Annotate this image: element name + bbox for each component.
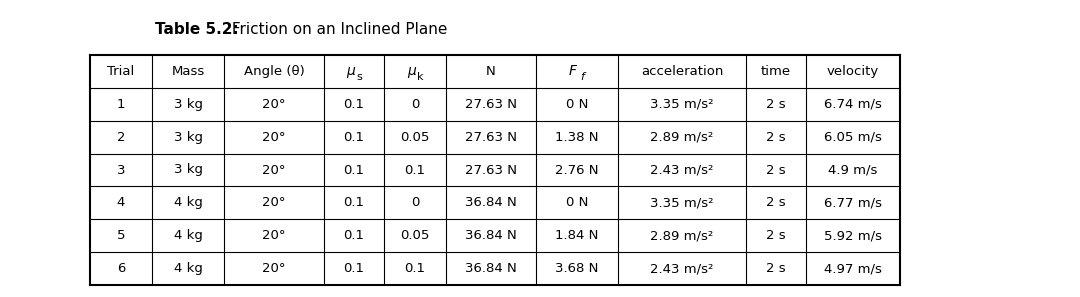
Text: 3.35 m/s²: 3.35 m/s² [650, 196, 714, 209]
Text: 3.35 m/s²: 3.35 m/s² [650, 98, 714, 111]
Text: 20°: 20° [262, 196, 286, 209]
Text: 36.84 N: 36.84 N [465, 229, 517, 242]
Text: 2.89 m/s²: 2.89 m/s² [650, 131, 714, 144]
Text: 2.43 m/s²: 2.43 m/s² [650, 164, 714, 176]
Text: 2 s: 2 s [766, 98, 786, 111]
Text: 3 kg: 3 kg [174, 98, 203, 111]
Text: 4: 4 [117, 196, 125, 209]
Text: 0.1: 0.1 [405, 164, 426, 176]
Text: 20°: 20° [262, 164, 286, 176]
Text: 27.63 N: 27.63 N [465, 131, 517, 144]
Text: 20°: 20° [262, 98, 286, 111]
Text: 0.1: 0.1 [343, 262, 365, 275]
Text: Table 5.2:: Table 5.2: [156, 22, 239, 37]
Text: 2 s: 2 s [766, 196, 786, 209]
Text: 27.63 N: 27.63 N [465, 98, 517, 111]
Text: 4 kg: 4 kg [174, 262, 202, 275]
Text: 2.89 m/s²: 2.89 m/s² [650, 229, 714, 242]
Text: acceleration: acceleration [640, 65, 724, 78]
Text: 20°: 20° [262, 262, 286, 275]
Text: 4.9 m/s: 4.9 m/s [828, 164, 878, 176]
Text: 0.05: 0.05 [401, 131, 430, 144]
Text: 0 N: 0 N [566, 196, 589, 209]
Text: Angle (θ): Angle (θ) [244, 65, 305, 78]
Text: μ: μ [407, 64, 417, 78]
Text: time: time [761, 65, 791, 78]
Text: 0.1: 0.1 [405, 262, 426, 275]
Text: 20°: 20° [262, 131, 286, 144]
Text: 2.43 m/s²: 2.43 m/s² [650, 262, 714, 275]
Text: s: s [356, 72, 362, 82]
Text: 6.77 m/s: 6.77 m/s [824, 196, 882, 209]
Text: 3.68 N: 3.68 N [555, 262, 598, 275]
Text: F: F [569, 64, 577, 78]
Text: 0.1: 0.1 [343, 229, 365, 242]
Text: 5.92 m/s: 5.92 m/s [824, 229, 882, 242]
Text: 36.84 N: 36.84 N [465, 262, 517, 275]
Text: 20°: 20° [262, 229, 286, 242]
Text: 4 kg: 4 kg [174, 196, 202, 209]
Text: 2 s: 2 s [766, 262, 786, 275]
Text: 4.97 m/s: 4.97 m/s [824, 262, 882, 275]
Text: 0.05: 0.05 [401, 229, 430, 242]
Text: 0: 0 [410, 98, 419, 111]
Text: 6: 6 [117, 262, 125, 275]
Text: 2 s: 2 s [766, 131, 786, 144]
Text: 27.63 N: 27.63 N [465, 164, 517, 176]
Text: 6.05 m/s: 6.05 m/s [824, 131, 882, 144]
Text: 0.1: 0.1 [343, 131, 365, 144]
Text: 1.84 N: 1.84 N [555, 229, 598, 242]
Text: 2 s: 2 s [766, 164, 786, 176]
Text: Trial: Trial [107, 65, 135, 78]
Text: 0.1: 0.1 [343, 196, 365, 209]
Text: μ: μ [347, 64, 355, 78]
Text: 5: 5 [117, 229, 125, 242]
Text: 4 kg: 4 kg [174, 229, 202, 242]
Text: 3 kg: 3 kg [174, 131, 203, 144]
Text: 6.74 m/s: 6.74 m/s [824, 98, 882, 111]
Text: velocity: velocity [827, 65, 879, 78]
Text: N: N [486, 65, 496, 78]
Text: 0: 0 [410, 196, 419, 209]
Text: 2: 2 [117, 131, 125, 144]
Text: 0 N: 0 N [566, 98, 589, 111]
Text: Friction on an Inclined Plane: Friction on an Inclined Plane [227, 22, 447, 37]
Text: f: f [580, 72, 584, 82]
Text: Mass: Mass [172, 65, 204, 78]
Text: 0.1: 0.1 [343, 164, 365, 176]
Text: 3 kg: 3 kg [174, 164, 203, 176]
Text: 1: 1 [117, 98, 125, 111]
Text: k: k [417, 72, 423, 82]
Text: 36.84 N: 36.84 N [465, 196, 517, 209]
Text: 2 s: 2 s [766, 229, 786, 242]
Text: 3: 3 [117, 164, 125, 176]
Text: 2.76 N: 2.76 N [555, 164, 598, 176]
Text: 0.1: 0.1 [343, 98, 365, 111]
Text: 1.38 N: 1.38 N [555, 131, 598, 144]
